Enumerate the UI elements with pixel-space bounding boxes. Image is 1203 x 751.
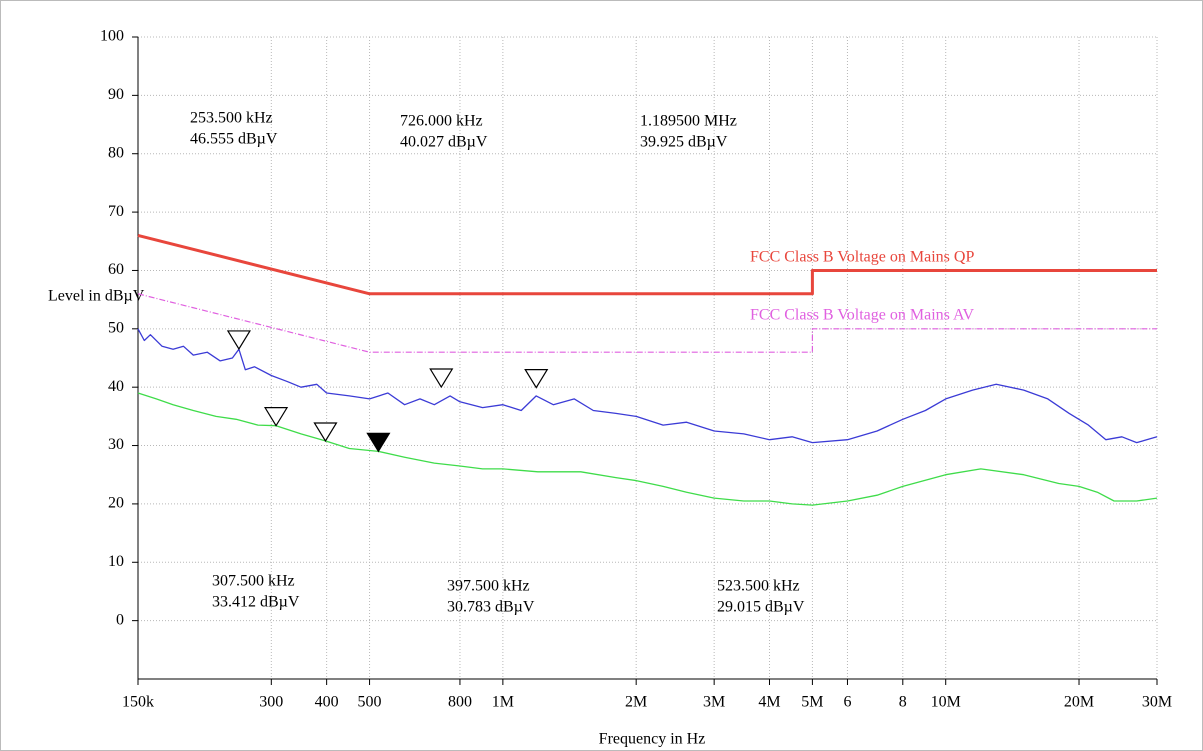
- y-tick-label: 20: [108, 495, 124, 512]
- marker-level: 33.412 dBµV: [212, 594, 300, 611]
- x-tick-label: 3M: [703, 694, 725, 711]
- x-tick-label: 10M: [931, 694, 961, 711]
- y-tick-label: 60: [108, 261, 124, 278]
- marker-level: 30.783 dBµV: [447, 599, 535, 616]
- x-tick-label: 5M: [801, 694, 823, 711]
- x-tick-label: 400: [315, 694, 339, 711]
- marker-frequency: 307.500 kHz: [212, 573, 295, 590]
- marker-level: 46.555 dBµV: [190, 131, 278, 148]
- marker-level: 40.027 dBµV: [400, 134, 488, 151]
- y-tick-label: 90: [108, 86, 124, 103]
- marker: [313, 422, 338, 443]
- marker-frequency: 1.189500 MHz: [640, 113, 737, 130]
- marker: [226, 330, 251, 351]
- trace: [137, 328, 1158, 444]
- marker: [366, 432, 391, 453]
- y-tick-label: 30: [108, 436, 124, 453]
- marker: [263, 407, 289, 427]
- trace: [137, 233, 1157, 296]
- y-tick-label: 10: [108, 553, 124, 570]
- y-tick-label: 70: [108, 203, 124, 220]
- x-tick-label: 30M: [1142, 694, 1172, 711]
- y-axis-label: Level in dBµV: [48, 288, 145, 305]
- marker-frequency: 253.500 kHz: [190, 110, 273, 127]
- marker-level: 39.925 dBµV: [640, 134, 728, 151]
- y-tick-label: 50: [108, 319, 124, 336]
- limit-label: FCC Class B Voltage on Mains AV: [750, 307, 974, 324]
- y-tick-label: 100: [100, 28, 124, 45]
- marker-frequency: 726.000 kHz: [400, 113, 483, 130]
- marker: [429, 368, 454, 389]
- x-tick-label: 8: [899, 694, 907, 711]
- y-tick-label: 80: [108, 144, 124, 161]
- x-tick-label: 6: [843, 694, 851, 711]
- x-tick-label: 2M: [625, 694, 647, 711]
- y-tick-label: 40: [108, 378, 124, 395]
- marker: [524, 369, 549, 389]
- trace: [137, 293, 1157, 353]
- trace: [137, 392, 1158, 506]
- limit-label: FCC Class B Voltage on Mains QP: [750, 249, 974, 266]
- y-tick-label: 0: [116, 611, 124, 628]
- x-tick-label: 20M: [1064, 694, 1094, 711]
- marker-frequency: 397.500 kHz: [447, 578, 530, 595]
- marker-frequency: 523.500 kHz: [717, 578, 800, 595]
- x-axis-label: Frequency in Hz: [599, 731, 706, 748]
- x-tick-label: 150k: [122, 694, 154, 711]
- x-tick-label: 800: [448, 694, 472, 711]
- marker-level: 29.015 dBµV: [717, 599, 805, 616]
- x-tick-label: 300: [259, 694, 283, 711]
- x-tick-label: 1M: [492, 694, 514, 711]
- x-tick-label: 4M: [758, 694, 780, 711]
- x-tick-label: 500: [358, 694, 382, 711]
